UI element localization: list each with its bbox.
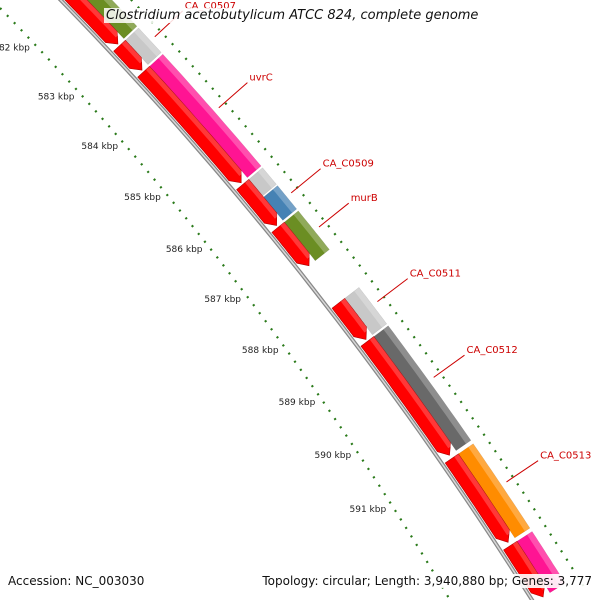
backbone <box>57 0 535 600</box>
gene-arrow-shine <box>121 40 144 64</box>
gene-arrow-shine <box>245 179 279 219</box>
gene-leader-line <box>377 278 409 302</box>
gene-arrow <box>271 221 310 267</box>
cog-segment-shine <box>258 167 277 189</box>
scale-label: 589 kbp <box>279 398 316 408</box>
gene-label: CA_C0512 <box>467 345 518 356</box>
gene-arrow <box>113 39 143 71</box>
gene-arrow-shine <box>340 298 369 333</box>
map-title: Clostridium acetobutylicum ATCC 824, com… <box>104 8 481 23</box>
gene-label: uvrC <box>249 73 272 84</box>
scale-labels: 582 kbp 583 kbp 584 kbp 585 kbp 586 kbp 587 k… <box>0 7 451 600</box>
cog-segment-shine <box>383 325 471 444</box>
gene-arrow-shine <box>454 453 512 536</box>
gene-label: CA_C0509 <box>323 159 374 170</box>
scale-label: 584 kbp <box>81 142 118 152</box>
gene-arrow-shine <box>369 336 453 449</box>
gene-arrow <box>64 0 119 45</box>
gene-leader-line <box>290 168 321 194</box>
cog-segment-shine <box>354 287 387 328</box>
gene-arrow-shine <box>80 0 120 38</box>
gene-features <box>64 0 566 598</box>
scale-label: 588 kbp <box>242 346 279 356</box>
cog-segment-shine <box>158 54 262 170</box>
backbone-line-inner <box>59 0 533 600</box>
scale-label: 591 kbp <box>350 505 387 515</box>
scale-label: 590 kbp <box>315 451 352 461</box>
gene-label: CA_C0507 <box>185 1 236 12</box>
scale-label: 583 kbp <box>38 92 75 102</box>
gene-arrow-shine <box>145 66 244 176</box>
gene-arrow <box>137 65 242 184</box>
gene-leader-line <box>433 354 465 378</box>
gene-arrow-shine <box>280 222 312 259</box>
gene-label: murB <box>351 193 378 204</box>
gene-arrow <box>331 297 367 340</box>
gene-label: CA_C0511 <box>410 269 461 280</box>
scale-label: 582 kbp <box>0 44 30 54</box>
gene-arrow <box>236 178 278 226</box>
cog-segment-shine <box>527 531 566 587</box>
backbone-line-outer <box>57 0 535 600</box>
accession-text: Accession: NC_003030 <box>8 574 145 588</box>
cog-segment-shine <box>293 210 330 254</box>
scale-label: 586 kbp <box>166 245 203 255</box>
gene-labels: CA_C0507 uvrC CA_C0509 murB CA_C0511 CA_C0512… <box>154 1 591 483</box>
gene-leader-line <box>218 82 248 109</box>
cog-segment-shine <box>468 443 530 532</box>
scale-label: 587 kbp <box>204 295 241 305</box>
cog-segment-shine <box>272 185 297 213</box>
gene-arrow <box>444 453 510 543</box>
gene-leader-line <box>506 460 539 483</box>
cog-segment-shine <box>134 28 162 57</box>
gene-leader-line <box>318 202 350 228</box>
gene-arrow <box>360 336 451 456</box>
scale-label: 585 kbp <box>124 193 161 203</box>
topology-summary: Topology: circular; Length: 3,940,880 bp… <box>262 574 592 588</box>
gene-label: CA_C0513 <box>540 451 591 462</box>
